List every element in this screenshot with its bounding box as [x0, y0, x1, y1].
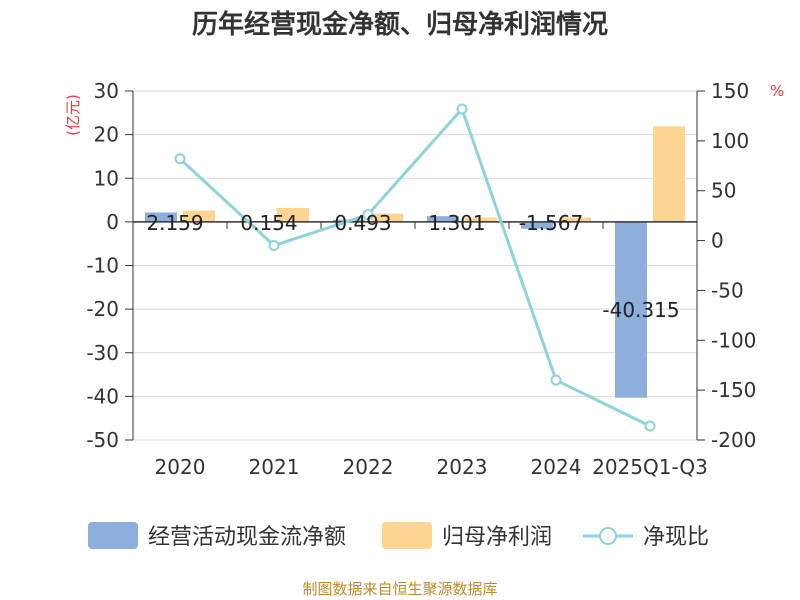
right-tick-label: -150 — [711, 378, 756, 402]
left-tick-label: -40 — [86, 384, 119, 408]
right-tick-label: -50 — [711, 278, 744, 302]
x-tick-label: 2022 — [343, 455, 394, 479]
x-tick-label: 2021 — [249, 455, 300, 479]
x-tick-label: 2025Q1-Q3 — [592, 455, 708, 479]
source-note: 制图数据来自恒生聚源数据库 — [302, 580, 498, 598]
left-tick-label: -50 — [86, 428, 119, 452]
net-profit-bar — [371, 213, 403, 222]
right-tick-label: 50 — [711, 179, 736, 203]
ratio-point — [268, 240, 280, 252]
net-profit-bar — [277, 207, 309, 222]
net-profit-bar — [183, 210, 215, 222]
left-tick-label: 30 — [94, 79, 119, 103]
ratio-line — [178, 107, 651, 428]
net-profit-bar — [465, 217, 497, 222]
right-tick-label: 0 — [711, 229, 724, 253]
x-tick-label: 2020 — [155, 455, 206, 479]
net-profit-bar — [653, 126, 685, 222]
cash-flow-data-label: -40.315 — [602, 298, 679, 322]
legend-label-ratio: 净现比 — [643, 525, 709, 550]
cash-flow-data-label: 2.159 — [146, 211, 203, 235]
legend-swatch-cash-flow — [88, 522, 138, 549]
x-tick-label: 2023 — [437, 455, 488, 479]
legend-label-net-profit: 归母净利润 — [442, 525, 552, 550]
cash-flow-bar — [615, 221, 647, 398]
ratio-point — [362, 209, 374, 221]
right-tick-label: 150 — [711, 79, 749, 103]
legend-swatch-ratio-marker — [599, 527, 617, 545]
left-tick-label: -30 — [86, 341, 119, 365]
left-tick-label: -10 — [86, 254, 119, 278]
cash-flow-bar — [521, 221, 553, 229]
right-tick-label: 100 — [711, 129, 749, 153]
ratio-point — [644, 420, 656, 432]
cash-flow-bar — [145, 212, 177, 222]
cash-flow-data-label: -1.567 — [519, 211, 583, 235]
ratio-point — [456, 103, 468, 115]
left-axis-unit: (亿元) — [64, 94, 82, 136]
x-tick-label: 2024 — [531, 455, 582, 479]
right-tick-label: -200 — [711, 428, 756, 452]
chart-title: 历年经营现金净额、归母净利润情况 — [191, 10, 608, 40]
left-tick-label: 20 — [94, 123, 119, 147]
cash-flow-data-label: 0.493 — [334, 211, 391, 235]
legend-label-cash-flow: 经营活动现金流净额 — [148, 525, 346, 550]
left-tick-label: 0 — [106, 210, 119, 234]
cash-flow-data-label: 0.154 — [240, 211, 297, 235]
net-profit-bar — [559, 217, 591, 222]
legend-swatch-net-profit — [382, 522, 432, 549]
right-tick-label: -100 — [711, 328, 756, 352]
right-axis-unit: % — [770, 82, 784, 100]
ratio-point — [174, 153, 186, 165]
cash-flow-data-label: 1.301 — [428, 211, 485, 235]
ratio-point — [550, 374, 562, 386]
left-tick-label: -20 — [86, 297, 119, 321]
left-tick-label: 10 — [94, 166, 119, 190]
cash-flow-bar — [427, 216, 459, 222]
